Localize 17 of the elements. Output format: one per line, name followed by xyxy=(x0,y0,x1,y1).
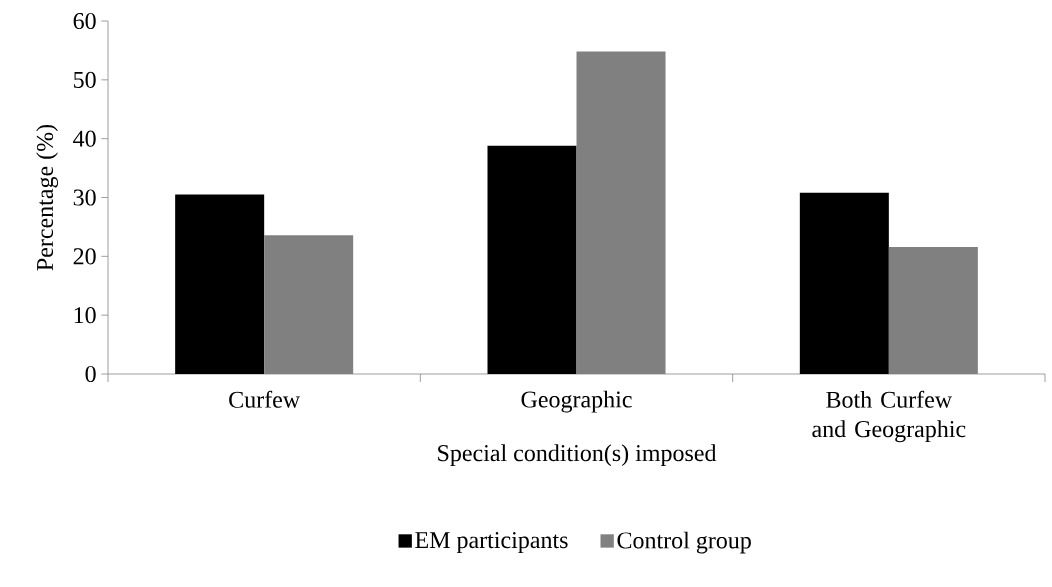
legend-label: EM participants xyxy=(415,532,568,554)
bar xyxy=(799,192,889,374)
bar xyxy=(175,194,265,374)
y-tick-label: 20 xyxy=(73,248,96,265)
y-tick-label: 40 xyxy=(73,130,96,147)
y-tick-label: 0 xyxy=(85,365,96,383)
y-tick-label: 10 xyxy=(74,307,96,324)
x-tick-label: Both Curfew and Geographic xyxy=(812,390,966,443)
y-tick-label: 30 xyxy=(73,189,96,206)
y-tick-label: 50 xyxy=(74,71,96,88)
y-axis-title: Percentage (%) xyxy=(36,124,59,271)
legend-label: Control group xyxy=(617,531,751,554)
x-tick-label: Geographic xyxy=(521,390,632,413)
y-tick-label: 60 xyxy=(73,12,96,30)
x-axis-title: Special condition(s) imposed xyxy=(438,444,717,467)
bar xyxy=(487,145,577,374)
x-tick-label: Curfew xyxy=(229,390,301,408)
